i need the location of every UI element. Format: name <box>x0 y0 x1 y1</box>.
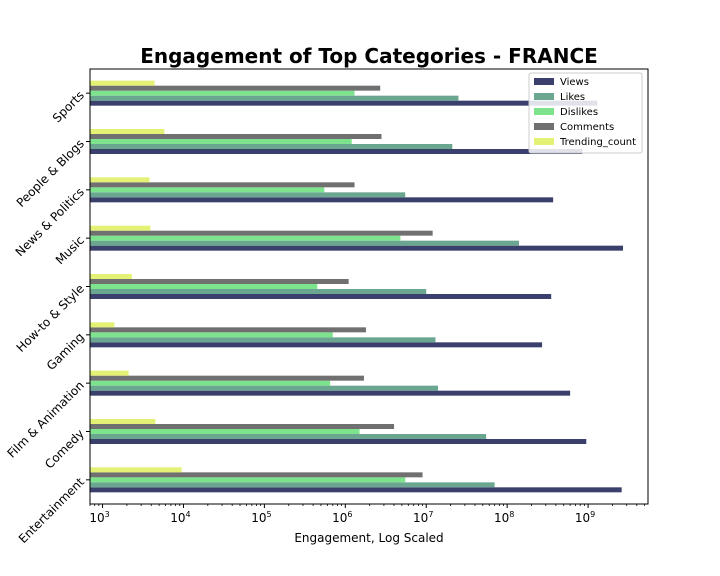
x-tick-label: 103 <box>89 510 109 525</box>
legend-label-trending-count: Trending_count <box>559 137 636 148</box>
y-tick-label: Sports <box>50 88 87 125</box>
bar-dislikes-gaming <box>90 332 333 338</box>
bar-trending-count-comedy <box>90 419 156 424</box>
legend: Views Likes Dislikes Comments Trending_count <box>528 72 643 154</box>
bar-dislikes-comedy <box>90 429 360 434</box>
legend-swatch-views <box>534 78 554 85</box>
legend-label-dislikes: Dislikes <box>560 107 598 118</box>
bar-trending-count-gaming <box>90 322 115 328</box>
bar-dislikes-people-blogs <box>90 139 352 144</box>
bar-views-how-to-style <box>90 294 552 299</box>
x-tick-label: 107 <box>413 510 433 525</box>
x-axis-label: Engagement, Log Scaled <box>294 531 443 545</box>
bar-trending-count-people-blogs <box>90 129 165 134</box>
bar-trending-count-film-animation <box>90 370 129 376</box>
bar-comments-film-animation <box>90 375 364 381</box>
y-tick-label: Comedy <box>42 427 87 472</box>
bar-likes-news-politics <box>90 192 406 198</box>
bar-views-film-animation <box>90 390 571 396</box>
bar-likes-film-animation <box>90 385 439 391</box>
bar-dislikes-how-to-style <box>90 284 318 289</box>
bar-trending-count-music <box>90 225 151 231</box>
bar-dislikes-music <box>90 235 401 241</box>
legend-swatch-trending-count <box>534 138 554 145</box>
bar-comments-news-politics <box>90 182 355 188</box>
bar-dislikes-news-politics <box>90 187 325 193</box>
x-tick-label: 104 <box>170 510 190 525</box>
legend-swatch-dislikes <box>534 108 554 115</box>
legend-label-views: Views <box>560 77 589 88</box>
bar-comments-music <box>90 230 433 236</box>
bar-comments-entertainment <box>90 472 423 478</box>
bar-comments-sports <box>90 85 381 91</box>
bar-likes-comedy <box>90 434 487 439</box>
bar-likes-gaming <box>90 337 436 343</box>
legend-frame <box>528 72 643 154</box>
x-tick-label: 106 <box>332 510 352 525</box>
bar-dislikes-entertainment <box>90 477 406 483</box>
bar-likes-music <box>90 240 519 246</box>
bar-likes-sports <box>90 95 459 101</box>
bar-trending-count-news-politics <box>90 177 150 183</box>
legend-label-comments: Comments <box>560 122 614 133</box>
legend-swatch-likes <box>534 93 554 100</box>
bar-likes-how-to-style <box>90 289 427 294</box>
bar-views-comedy <box>90 439 587 444</box>
bar-comments-how-to-style <box>90 279 349 284</box>
bar-dislikes-sports <box>90 90 355 96</box>
bar-likes-people-blogs <box>90 144 453 149</box>
bars-layer <box>90 80 623 493</box>
bar-views-entertainment <box>90 487 622 493</box>
bar-comments-comedy <box>90 424 395 429</box>
x-tick-label: 109 <box>575 510 595 525</box>
bar-likes-entertainment <box>90 482 495 488</box>
legend-label-likes: Likes <box>560 92 585 103</box>
bar-views-music <box>90 245 623 251</box>
bar-views-news-politics <box>90 197 554 203</box>
y-tick-label: Gaming <box>44 330 87 373</box>
bar-trending-count-how-to-style <box>90 274 132 279</box>
x-tick-label: 108 <box>494 510 514 525</box>
chart-title: Engagement of Top Categories - FRANCE <box>140 44 598 68</box>
bar-trending-count-entertainment <box>90 467 182 473</box>
legend-swatch-comments <box>534 123 554 130</box>
bar-views-gaming <box>90 342 543 348</box>
bar-trending-count-sports <box>90 80 155 86</box>
y-tick-label: Music <box>53 233 87 267</box>
bar-comments-people-blogs <box>90 134 382 139</box>
bar-views-people-blogs <box>90 149 583 154</box>
y-tick-label: Entertainment <box>16 475 87 546</box>
x-tick-label: 105 <box>251 510 271 525</box>
bar-dislikes-film-animation <box>90 380 331 386</box>
bar-views-sports <box>90 100 598 106</box>
bar-comments-gaming <box>90 327 366 333</box>
